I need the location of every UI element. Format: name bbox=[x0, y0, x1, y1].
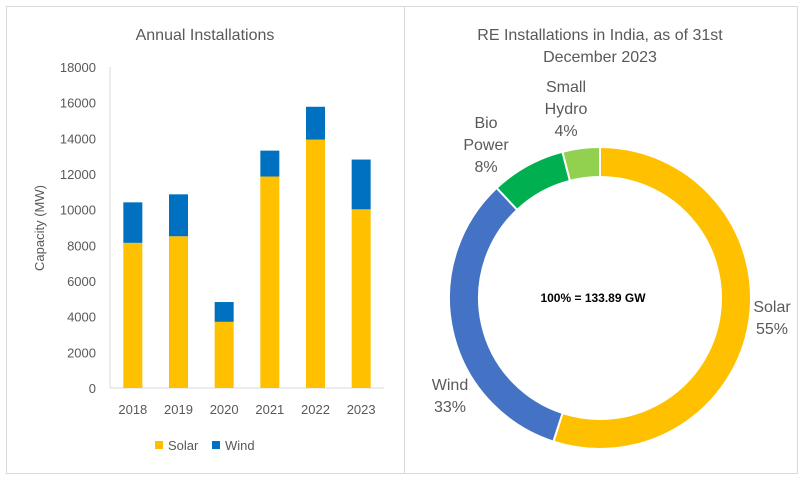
y-tick-label: 16000 bbox=[60, 96, 96, 111]
bar-wind-2018 bbox=[123, 202, 143, 243]
bar-solar-2020 bbox=[214, 321, 234, 388]
bar-solar-2022 bbox=[306, 139, 325, 388]
y-tick-label: 4000 bbox=[67, 310, 96, 325]
y-tick-label: 10000 bbox=[60, 203, 96, 218]
y-tick-label: 6000 bbox=[67, 274, 96, 289]
bar-wind-2023 bbox=[351, 159, 371, 210]
y-tick-label: 2000 bbox=[67, 345, 96, 360]
x-tick-label: 2023 bbox=[347, 402, 376, 417]
legend-label-solar: Solar bbox=[168, 438, 199, 453]
bar-solar-2018 bbox=[123, 242, 143, 388]
x-tick-label: 2021 bbox=[255, 402, 284, 417]
y-tick-label: 8000 bbox=[67, 238, 96, 253]
x-tick-label: 2018 bbox=[118, 402, 147, 417]
x-tick-label: 2020 bbox=[210, 402, 239, 417]
bar-chart-title: Annual Installations bbox=[136, 27, 275, 44]
x-tick-label: 2019 bbox=[164, 402, 193, 417]
bar-chart: Annual Installations Capacity (MW) 0 2000… bbox=[32, 27, 384, 453]
bar-wind-2022 bbox=[306, 106, 325, 140]
y-tick-label: 0 bbox=[89, 381, 96, 396]
x-tick-label: 2022 bbox=[301, 402, 330, 417]
legend-swatch-solar bbox=[155, 441, 163, 449]
bar-wind-2020 bbox=[214, 302, 234, 322]
y-tick-label: 14000 bbox=[60, 131, 96, 146]
y-tick-label: 18000 bbox=[60, 60, 96, 75]
bar-solar-2019 bbox=[169, 236, 188, 388]
bar-solar-2023 bbox=[351, 209, 371, 388]
bar-solar-2021 bbox=[260, 176, 280, 388]
bar-wind-2021 bbox=[260, 150, 280, 177]
y-axis-label: Capacity (MW) bbox=[32, 185, 47, 271]
bar-wind-2019 bbox=[169, 194, 188, 237]
legend-label-wind: Wind bbox=[225, 438, 255, 453]
panel-divider bbox=[404, 6, 405, 473]
legend-swatch-wind bbox=[212, 441, 220, 449]
y-tick-label: 12000 bbox=[60, 167, 96, 182]
legend: Solar Wind bbox=[155, 438, 255, 453]
chart-frame bbox=[6, 6, 798, 474]
